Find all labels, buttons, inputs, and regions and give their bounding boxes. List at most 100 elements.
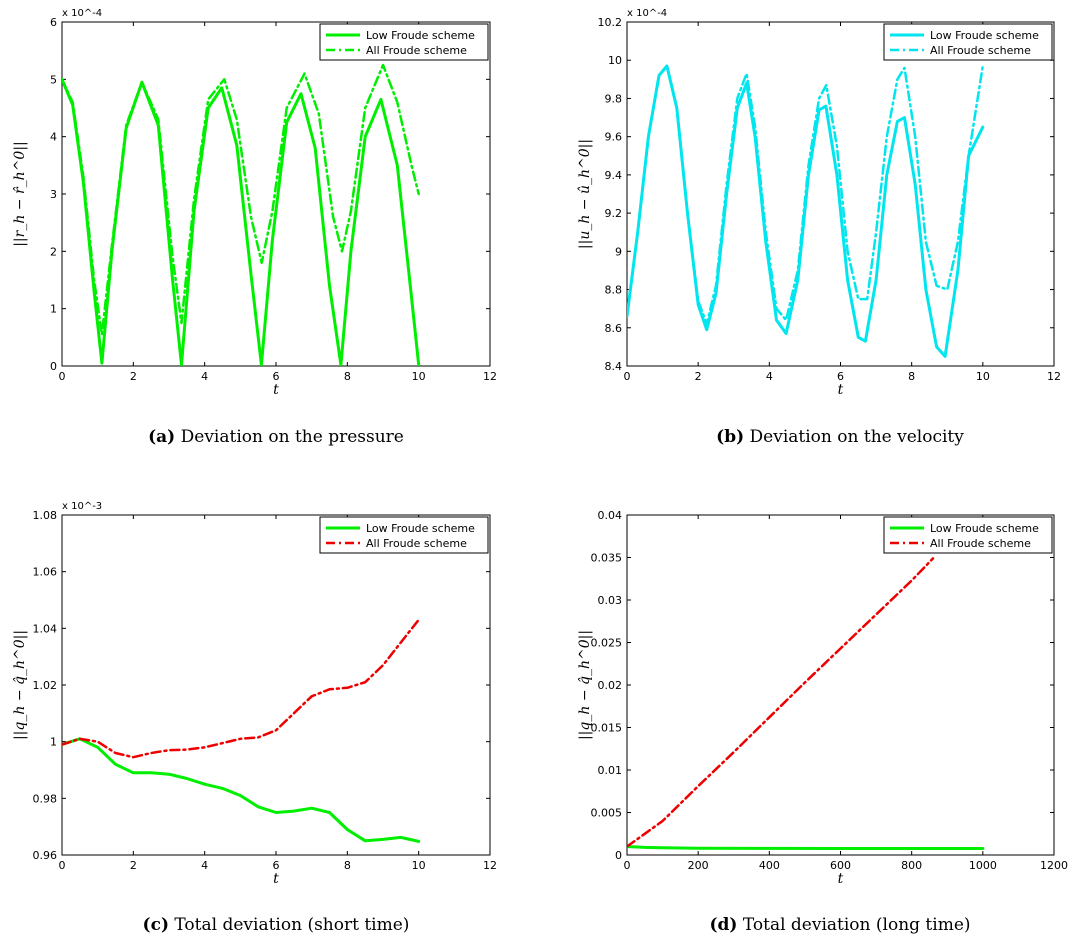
caption-text: Deviation on the pressure bbox=[181, 427, 404, 447]
x-tick-label: 8 bbox=[344, 859, 351, 872]
legend-label: Low Froude scheme bbox=[366, 522, 475, 535]
y-tick-label: 0.03 bbox=[598, 594, 623, 607]
legend: Low Froude scheme All Froude scheme bbox=[319, 23, 489, 61]
series-line-low-froude bbox=[627, 845, 985, 850]
x-tick-label: 6 bbox=[273, 370, 280, 383]
x-axis-label: t bbox=[273, 871, 279, 887]
y-tick-label: 0.02 bbox=[598, 679, 623, 692]
x-tick-label: 4 bbox=[766, 370, 773, 383]
x-tick-label: 0 bbox=[59, 370, 66, 383]
legend-label: All Froude scheme bbox=[366, 44, 467, 57]
y-tick-label: 1.08 bbox=[33, 509, 58, 522]
y-tick-label: 9.4 bbox=[605, 169, 623, 182]
legend-box bbox=[319, 516, 489, 554]
caption-text: Total deviation (long time) bbox=[743, 915, 971, 935]
x-tick-label: 4 bbox=[201, 370, 208, 383]
chart-panel-c: 0 2 4 6 8 10 12 0.96 0.98 1 1.02 1.04 1.06 1.08 x 10^-… bbox=[12, 501, 497, 935]
legend: Low Froude scheme All Froude scheme bbox=[883, 516, 1053, 554]
series-group bbox=[627, 557, 985, 850]
series-line-all-froude bbox=[62, 63, 420, 336]
legend: Low Froude scheme All Froude scheme bbox=[319, 516, 489, 554]
y-tick-label: 0.04 bbox=[598, 509, 623, 522]
y-axis-label: ||u_h − û_h^0|| bbox=[577, 139, 593, 249]
x-tick-label: 600 bbox=[830, 859, 851, 872]
y-tick-label: 1.06 bbox=[33, 566, 58, 579]
plot-area bbox=[626, 21, 1055, 367]
legend-box bbox=[319, 23, 489, 61]
y-tick-label: 0 bbox=[615, 849, 622, 862]
y-tick-label: 1.02 bbox=[33, 679, 58, 692]
series-group bbox=[62, 63, 421, 366]
x-tick-label: 400 bbox=[759, 859, 780, 872]
legend-label: Low Froude scheme bbox=[930, 29, 1039, 42]
figure-caption: (d) Total deviation (long time) bbox=[709, 915, 970, 935]
caption-tag: (d) bbox=[709, 915, 737, 935]
x-tick-label: 800 bbox=[901, 859, 922, 872]
plot-area bbox=[61, 21, 491, 367]
y-tick-label: 1.04 bbox=[33, 622, 58, 635]
caption-text: Deviation on the velocity bbox=[750, 427, 965, 447]
plot-area bbox=[61, 514, 491, 856]
y-tick-label: 0 bbox=[50, 360, 57, 373]
y-tick-label: 8.8 bbox=[605, 284, 623, 297]
x-axis-label: t bbox=[273, 382, 279, 398]
x-tick-label: 8 bbox=[908, 370, 915, 383]
y-tick-label: 8.6 bbox=[605, 322, 623, 335]
x-tick-label: 8 bbox=[344, 370, 351, 383]
figure-caption: (a) Deviation on the pressure bbox=[148, 427, 404, 447]
y-tick-label: 0.01 bbox=[598, 764, 623, 777]
legend-label: Low Froude scheme bbox=[366, 29, 475, 42]
x-axis-label: t bbox=[838, 871, 844, 887]
figure-caption: (c) Total deviation (short time) bbox=[143, 915, 410, 935]
x-tick-label: 6 bbox=[273, 859, 280, 872]
chart-panel-d: 0 200 400 600 800 1000 1200 0 0.005 0.01 0.015 0.02… bbox=[577, 509, 1068, 935]
y-tick-label: 4 bbox=[50, 131, 57, 144]
y-tick-label: 9.8 bbox=[605, 92, 623, 105]
x-tick-label: 10 bbox=[976, 370, 990, 383]
x-tick-label: 2 bbox=[695, 370, 702, 383]
y-tick-label: 0.035 bbox=[591, 552, 623, 565]
axis-multiplier: x 10^-4 bbox=[627, 8, 667, 19]
chart-panel-b: 0 2 4 6 8 10 12 8.4 8.6 8.8 9 9.2 9.4 9.6 9.8 10 10.2 x 1… bbox=[577, 8, 1061, 447]
series-group bbox=[62, 618, 421, 843]
y-tick-label: 0.98 bbox=[33, 792, 58, 805]
y-axis-label: ||r_h − r̂_h^0|| bbox=[12, 141, 28, 247]
x-tick-label: 0 bbox=[624, 859, 631, 872]
x-tick-label: 12 bbox=[1047, 370, 1061, 383]
x-tick-label: 200 bbox=[688, 859, 709, 872]
y-tick-label: 9.2 bbox=[605, 207, 623, 220]
series-line-low-froude bbox=[62, 737, 421, 843]
y-tick-label: 0.025 bbox=[591, 637, 623, 650]
series-line-low-froude bbox=[62, 77, 421, 366]
y-axis-label: ||q_h − q̂_h^0|| bbox=[577, 630, 593, 740]
figure-caption: (b) Deviation on the velocity bbox=[716, 427, 964, 447]
x-tick-label: 4 bbox=[201, 859, 208, 872]
series-line-all-froude bbox=[62, 618, 420, 759]
y-tick-label: 0.96 bbox=[33, 849, 58, 862]
x-tick-label: 2 bbox=[130, 370, 137, 383]
y-tick-label: 1 bbox=[50, 736, 57, 749]
x-tick-label: 0 bbox=[624, 370, 631, 383]
series-line-all-froude bbox=[627, 557, 935, 848]
x-tick-label: 12 bbox=[483, 370, 497, 383]
y-tick-label: 1 bbox=[50, 303, 57, 316]
y-tick-label: 10.2 bbox=[598, 16, 623, 29]
x-tick-label: 12 bbox=[483, 859, 497, 872]
axis-multiplier: x 10^-3 bbox=[62, 501, 102, 512]
plot-area bbox=[626, 514, 1055, 856]
y-tick-label: 0.005 bbox=[591, 807, 623, 820]
y-tick-label: 3 bbox=[50, 188, 57, 201]
legend: Low Froude scheme All Froude scheme bbox=[883, 23, 1053, 61]
x-tick-label: 10 bbox=[412, 859, 426, 872]
x-tick-label: 10 bbox=[412, 370, 426, 383]
legend-box bbox=[883, 516, 1053, 554]
caption-tag: (b) bbox=[716, 427, 744, 447]
x-tick-label: 2 bbox=[130, 859, 137, 872]
x-tick-label: 1000 bbox=[969, 859, 997, 872]
y-tick-label: 10 bbox=[608, 54, 622, 67]
legend-label: All Froude scheme bbox=[366, 537, 467, 550]
x-axis-label: t bbox=[838, 382, 844, 398]
caption-tag: (a) bbox=[148, 427, 175, 447]
